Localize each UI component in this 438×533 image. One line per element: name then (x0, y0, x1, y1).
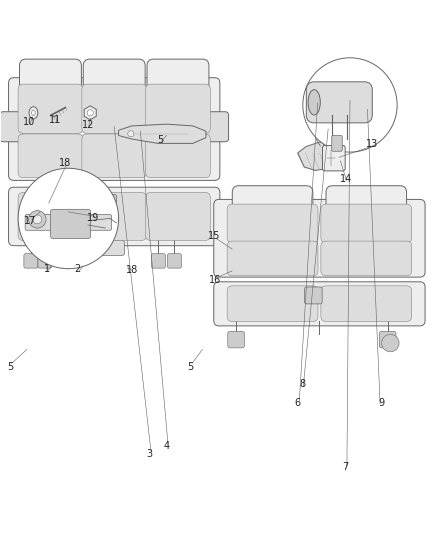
FancyBboxPatch shape (82, 192, 147, 240)
FancyBboxPatch shape (321, 286, 412, 321)
FancyBboxPatch shape (18, 134, 83, 177)
Circle shape (381, 334, 399, 352)
Polygon shape (119, 124, 206, 143)
FancyBboxPatch shape (232, 185, 313, 221)
Text: 18: 18 (126, 265, 138, 275)
FancyBboxPatch shape (50, 209, 91, 239)
FancyBboxPatch shape (145, 84, 210, 133)
Ellipse shape (308, 90, 320, 115)
Text: 13: 13 (366, 139, 378, 149)
Text: 14: 14 (339, 174, 352, 184)
FancyBboxPatch shape (145, 192, 210, 240)
FancyBboxPatch shape (227, 241, 318, 276)
Circle shape (33, 215, 42, 224)
FancyBboxPatch shape (214, 199, 425, 277)
FancyBboxPatch shape (9, 78, 220, 180)
Text: 5: 5 (187, 362, 194, 372)
Circle shape (128, 131, 134, 137)
Text: 17: 17 (24, 216, 36, 225)
Text: 19: 19 (87, 213, 99, 223)
Text: 4: 4 (163, 440, 170, 450)
Text: 2: 2 (74, 264, 80, 273)
Circle shape (303, 58, 397, 152)
Ellipse shape (32, 110, 35, 116)
FancyBboxPatch shape (20, 59, 81, 102)
FancyBboxPatch shape (227, 286, 318, 321)
FancyBboxPatch shape (321, 241, 412, 276)
Circle shape (28, 211, 46, 228)
Text: 11: 11 (49, 115, 61, 125)
Text: 1: 1 (43, 264, 49, 273)
FancyBboxPatch shape (38, 254, 52, 268)
Text: 8: 8 (299, 379, 305, 390)
FancyBboxPatch shape (83, 59, 145, 102)
Text: 7: 7 (343, 462, 349, 472)
Text: 5: 5 (7, 362, 14, 372)
Circle shape (87, 110, 93, 116)
FancyBboxPatch shape (0, 112, 22, 142)
Ellipse shape (29, 107, 38, 119)
FancyBboxPatch shape (145, 134, 210, 177)
FancyBboxPatch shape (379, 332, 396, 348)
FancyBboxPatch shape (147, 59, 209, 102)
Text: 5: 5 (157, 135, 163, 145)
Text: 16: 16 (208, 274, 221, 285)
FancyBboxPatch shape (102, 195, 117, 216)
FancyBboxPatch shape (321, 204, 412, 243)
Text: 9: 9 (378, 398, 385, 408)
FancyBboxPatch shape (152, 254, 166, 268)
FancyBboxPatch shape (167, 254, 181, 268)
Text: 6: 6 (294, 398, 300, 408)
FancyBboxPatch shape (322, 146, 345, 171)
FancyBboxPatch shape (305, 287, 322, 304)
FancyBboxPatch shape (82, 134, 147, 177)
Text: 15: 15 (208, 231, 221, 241)
FancyBboxPatch shape (228, 332, 244, 348)
Text: 3: 3 (146, 449, 152, 459)
Text: 12: 12 (82, 119, 94, 130)
FancyBboxPatch shape (82, 84, 147, 133)
FancyBboxPatch shape (227, 204, 318, 243)
Text: 18: 18 (59, 158, 71, 167)
Circle shape (18, 168, 119, 269)
FancyBboxPatch shape (25, 215, 112, 230)
FancyBboxPatch shape (18, 192, 83, 240)
FancyBboxPatch shape (24, 254, 38, 268)
Polygon shape (297, 142, 339, 171)
Text: 10: 10 (23, 117, 35, 127)
FancyBboxPatch shape (18, 84, 83, 133)
FancyBboxPatch shape (96, 240, 124, 255)
FancyBboxPatch shape (214, 282, 425, 326)
FancyBboxPatch shape (326, 185, 406, 221)
FancyBboxPatch shape (306, 82, 372, 123)
FancyBboxPatch shape (9, 187, 220, 246)
FancyBboxPatch shape (206, 112, 229, 142)
FancyBboxPatch shape (332, 135, 342, 151)
